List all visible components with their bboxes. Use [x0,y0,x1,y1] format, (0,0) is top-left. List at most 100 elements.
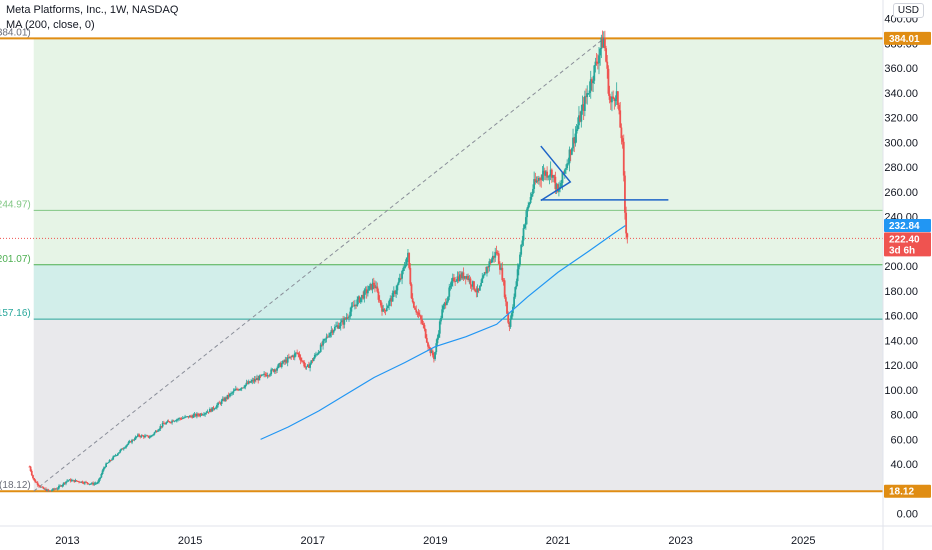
currency-button[interactable]: USD [892,3,924,18]
candle-body-406 [507,313,510,323]
candle-body-233 [303,361,306,367]
candle-body-504 [622,141,625,176]
candle-body-464 [575,129,578,134]
candle-body-331 [418,314,421,316]
candle-body-255 [329,333,332,337]
candle-body-125 [175,419,178,421]
candle-body-65 [105,463,107,468]
candle-body-492 [608,93,611,100]
candle-body-191 [253,378,256,382]
candle-body-497 [614,99,617,102]
candle-body-159 [216,405,218,408]
candle-body-21 [53,488,56,490]
candle-body-179 [239,388,242,390]
candle-body-8 [37,485,40,486]
candle-body-162 [219,402,222,404]
candle-body-225 [293,353,296,358]
candle-body-92 [137,434,139,437]
candle-body-161 [218,402,221,404]
candle-body-6 [35,482,38,484]
candle-body-397 [496,252,499,254]
candle-body-280 [358,296,361,303]
candle-body-238 [309,363,311,368]
candle-body-324 [410,284,413,299]
candle-body-507 [626,233,629,238]
candle-body-481 [595,61,598,63]
candle-body-15 [46,489,49,492]
triangle-pattern [540,145,572,202]
candle-body-29 [62,482,65,485]
candle-body-119 [168,421,171,423]
candle-body-171 [230,393,232,394]
candle-body-74 [115,455,118,456]
candle-body-490 [606,61,609,69]
candle-body-206 [271,369,274,371]
candle-body-222 [290,356,293,358]
candle-body-440 [547,176,550,178]
candle-body-337 [425,337,428,343]
candle-body-60 [99,477,102,480]
candle-body-305 [388,301,390,306]
candle-body-175 [234,388,237,391]
candle-body-72 [113,455,116,457]
candle-body-37 [72,479,74,481]
candle-body-441 [548,175,551,177]
candle-body-303 [385,308,388,311]
candle-body-366 [460,274,462,279]
candle-body-116 [165,422,168,425]
candle-body-503 [621,138,624,142]
candle-body-172 [231,392,234,394]
symbol-title[interactable]: Meta Platforms, Inc., 1W, NASDAQ [6,4,179,16]
candle-body-259 [333,326,336,331]
candle-body-436 [542,170,545,175]
indicator-legend[interactable]: MA (200, close, 0) [6,19,95,31]
candle-body-228 [297,352,300,354]
candle-body-298 [379,300,382,306]
candle-body-124 [174,420,177,422]
candle-body-347 [437,333,440,338]
candle-body-217 [284,359,287,363]
candle-body-137 [190,415,192,417]
candle-body-455 [565,168,567,170]
candle-body-70 [111,459,113,461]
candle-body-132 [184,416,186,418]
candle-body-372 [467,275,470,280]
candle-body-49 [86,482,89,484]
candle-body-219 [286,357,289,363]
candle-body-421 [524,217,527,225]
candle-body-212 [278,363,281,365]
candle-body-176 [236,388,238,390]
candle-body-122 [172,420,175,422]
candle-body-417 [520,244,523,255]
candle-body-480 [594,61,597,66]
candle-body-286 [365,289,368,294]
candle-body-415 [517,264,520,270]
candle-body-498 [615,91,618,100]
candle-body-90 [134,436,137,440]
fib-label-2: 0.5(201.07) [0,254,31,265]
candle-body-141 [194,413,197,417]
time-axis-ticks: 2013 2015 2017 2019 2021 2023 2025 [55,535,815,547]
candle-body-313 [397,281,400,285]
candle-body-283 [362,294,365,299]
candle-body-7 [36,482,39,486]
candle-body-384 [481,277,484,283]
candle-body-152 [207,411,210,413]
candle-body-185 [246,382,249,384]
candle-body-314 [398,278,401,282]
candle-body-39 [74,480,77,482]
candle-body-261 [336,325,339,327]
candle-body-88 [132,439,135,441]
candle-body-178 [238,389,241,391]
candle-body-157 [213,408,216,410]
candle-body-241 [312,358,315,362]
candle-body-95 [140,435,143,437]
fib-band-1 [33,210,883,265]
candle-body-126 [177,419,179,420]
candle-body-26 [59,485,61,487]
candle-body-4 [33,478,36,481]
candle-body-105 [152,434,155,436]
candle-body-339 [428,346,431,348]
candle-body-386 [483,272,486,276]
